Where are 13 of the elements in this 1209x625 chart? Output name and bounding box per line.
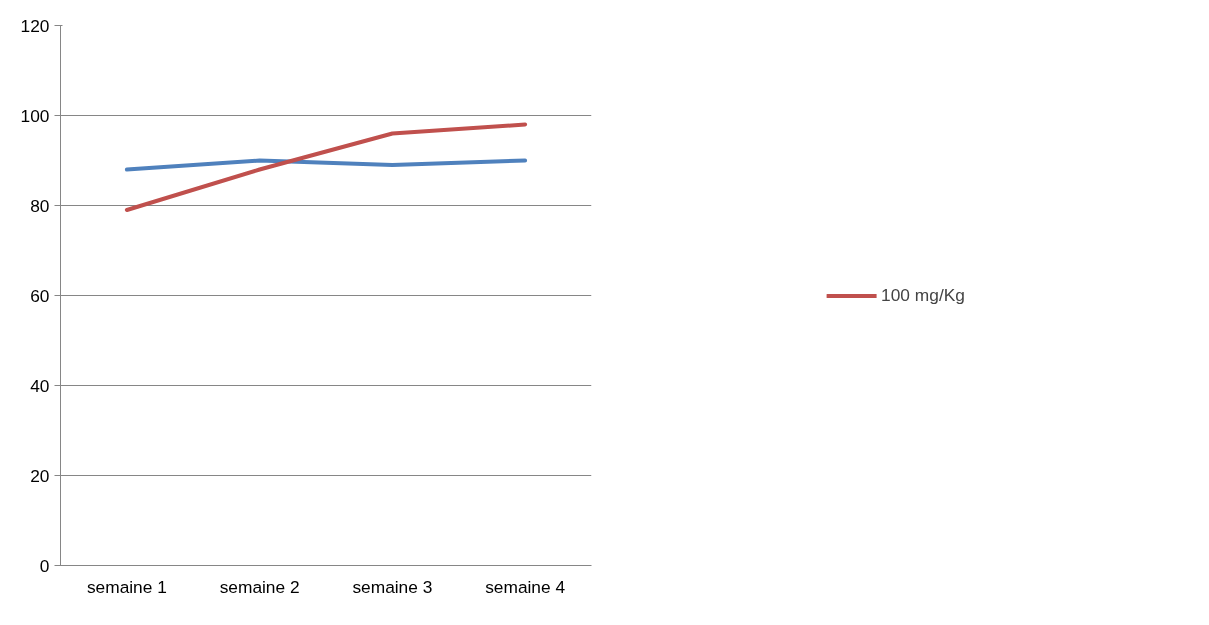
y-tick-label: 120	[20, 15, 50, 36]
y-tick-label: 20	[30, 465, 50, 486]
x-tick-label: semaine 4	[485, 576, 566, 597]
y-tick-label: 80	[30, 195, 50, 216]
y-tick-label: 40	[30, 375, 50, 396]
line-series	[124, 122, 528, 212]
x-tick-label: semaine 2	[219, 576, 300, 597]
x-tick-label: semaine 3	[352, 576, 433, 597]
y-tick-label: 100	[20, 105, 50, 126]
y-tick-label: 60	[30, 285, 50, 306]
legend-label: 100 mg/Kg	[881, 284, 965, 306]
x-tick-label: semaine 1	[86, 576, 167, 597]
y-tick-label: 0	[39, 555, 50, 576]
